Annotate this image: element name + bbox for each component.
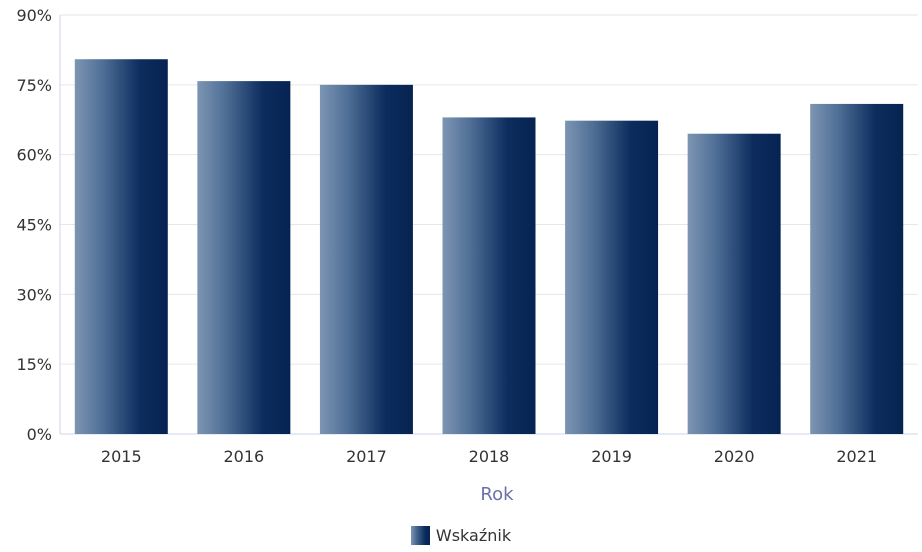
x-tick-label: 2016 (223, 447, 264, 466)
y-tick-label: 60% (16, 146, 52, 165)
bar (74, 59, 168, 434)
x-tick-label: 2021 (836, 447, 877, 466)
legend-swatch-icon[interactable] (410, 526, 430, 545)
y-tick-label: 30% (16, 285, 52, 304)
bar (687, 133, 781, 434)
x-tick-label: 2020 (714, 447, 755, 466)
y-tick-label: 0% (27, 425, 52, 444)
y-tick-label: 15% (16, 355, 52, 374)
y-tick-labels: 0% 15% 30% 45% 60% 75% 90% (16, 6, 52, 444)
y-tick-label: 90% (16, 6, 52, 25)
bar (442, 117, 536, 434)
bar (810, 103, 904, 434)
x-tick-label: 2015 (101, 447, 142, 466)
y-tick-label: 75% (16, 76, 52, 95)
bar (319, 84, 413, 434)
x-tick-label: 2018 (469, 447, 510, 466)
bars (74, 59, 904, 434)
bar (565, 120, 659, 434)
bar (197, 81, 291, 434)
x-tick-labels: 2015 2016 2017 2018 2019 2020 2021 (101, 447, 877, 466)
y-tick-label: 45% (16, 216, 52, 235)
x-tick-label: 2019 (591, 447, 632, 466)
legend: Wskaźnik (0, 526, 922, 545)
x-axis-title: Rok (480, 484, 514, 505)
x-tick-label: 2017 (346, 447, 387, 466)
legend-label[interactable]: Wskaźnik (435, 526, 512, 545)
